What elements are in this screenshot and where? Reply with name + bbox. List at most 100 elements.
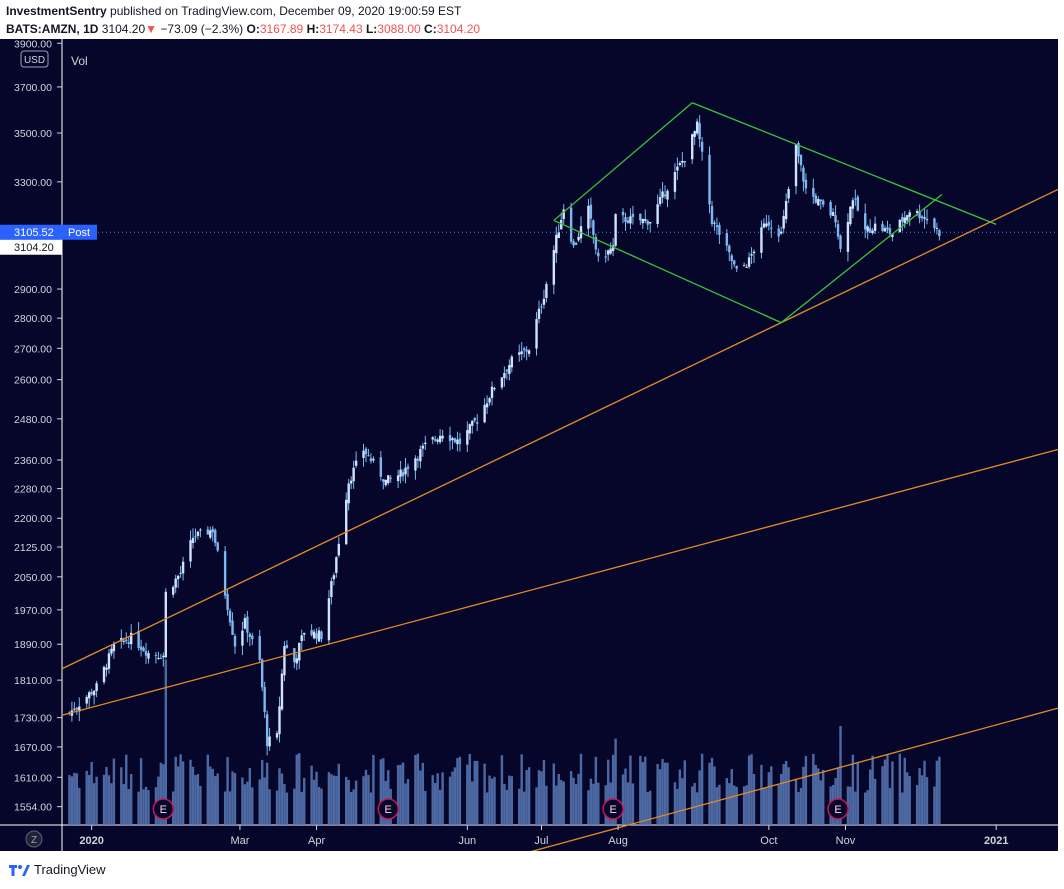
candle-body: [691, 134, 694, 160]
go-to-date-button[interactable]: Z: [25, 830, 43, 848]
last-price: 3104.20: [101, 22, 146, 36]
candle-body: [794, 144, 798, 187]
candle-body: [105, 667, 108, 670]
volume-bar: [864, 792, 867, 825]
x-tick-label: Jun: [458, 835, 476, 847]
candle-body: [419, 449, 422, 462]
plot-area[interactable]: [62, 39, 1058, 825]
candle-body: [604, 256, 607, 258]
volume-bar: [110, 783, 113, 825]
volume-bar: [223, 791, 227, 825]
volume-bar: [327, 772, 331, 825]
green-trendline: [780, 193, 943, 324]
price-chart[interactable]: E E E E 3900.00 3700.00 3500.00 3300.00 2900.00…: [0, 39, 1064, 851]
candle-body: [597, 252, 600, 257]
volume-bar: [159, 762, 163, 825]
candle-body: [767, 221, 771, 226]
volume-bar: [525, 770, 528, 825]
high-value: 3174.43: [319, 22, 363, 36]
candle-body: [416, 459, 420, 461]
volume-bar: [742, 786, 746, 825]
volume-bar: [787, 767, 790, 825]
candle-body: [142, 647, 145, 652]
candle-body: [194, 536, 197, 538]
candle-body: [574, 243, 578, 245]
volume-bar: [105, 766, 108, 825]
footer-brand[interactable]: TradingView: [34, 862, 106, 877]
candle-body: [742, 265, 746, 267]
volume-bar: [382, 758, 385, 825]
candle-body: [834, 215, 837, 223]
candle-body: [557, 232, 560, 239]
candle-body: [797, 143, 800, 157]
candle-body: [752, 251, 756, 254]
volume-bar: [485, 792, 489, 825]
currency-badge[interactable]: USD: [20, 50, 49, 68]
volume-bar: [784, 760, 788, 825]
x-tick-label: Mar: [230, 835, 249, 847]
volume-bar: [424, 790, 427, 825]
candle-body: [285, 645, 289, 648]
volume-bar: [448, 776, 452, 825]
volume-bar: [656, 764, 659, 825]
volume-bar: [814, 764, 817, 825]
volume-bar: [233, 773, 237, 825]
candle-body: [248, 633, 252, 637]
candle-body: [802, 167, 805, 182]
candle-body: [817, 199, 820, 206]
last-price-value: 3104.20: [14, 242, 54, 254]
volume-bar: [226, 756, 229, 825]
volume-bar: [866, 790, 869, 825]
candle-body: [396, 475, 400, 481]
publisher-name[interactable]: InvestmentSentry: [6, 4, 107, 18]
y-tick-label: 2900.00: [14, 284, 52, 296]
time-axis[interactable]: [0, 825, 1058, 851]
close-label: C:: [424, 22, 437, 36]
candle-body: [280, 673, 284, 710]
candle-body: [725, 233, 729, 246]
candle-body: [172, 587, 175, 595]
orange-trendline: [530, 707, 1059, 851]
volume-bar: [715, 787, 719, 825]
price-axis[interactable]: [0, 39, 62, 825]
candle-body: [782, 215, 785, 229]
candle-body: [404, 467, 407, 475]
volume-bar: [898, 753, 902, 825]
volume-bar: [243, 784, 247, 825]
candle-body: [728, 245, 731, 253]
volume-bar: [265, 762, 269, 825]
volume-bar: [330, 774, 333, 825]
candle-body: [673, 172, 677, 192]
volume-bar: [629, 755, 632, 825]
tradingview-logo-icon[interactable]: [8, 863, 30, 877]
currency-badge-label: USD: [24, 55, 45, 66]
symbol-label[interactable]: BATS:AMZN, 1D: [6, 22, 99, 36]
candle-body: [745, 266, 748, 268]
candle-body: [490, 386, 494, 398]
volume-bar: [804, 755, 808, 825]
candle-body: [258, 636, 261, 660]
volume-bar: [540, 771, 543, 825]
volume-bar: [522, 791, 526, 825]
y-tick-label: 2200.00: [14, 513, 52, 525]
candle-body: [265, 714, 269, 747]
candle-body: [886, 227, 889, 230]
candle-body: [345, 499, 348, 545]
candle-body: [713, 222, 716, 224]
candle-body: [881, 223, 884, 232]
trendlines[interactable]: [61, 102, 1059, 851]
volume-bar: [856, 762, 860, 825]
volume-bar: [362, 776, 365, 825]
candle-body: [799, 154, 803, 166]
candle-body: [456, 439, 459, 445]
candle-body: [154, 654, 158, 656]
candle-body: [839, 235, 842, 249]
candle-body: [925, 219, 929, 221]
volume-bar: [691, 786, 694, 825]
candle-body: [233, 635, 237, 647]
candle-body: [448, 435, 452, 441]
volume-bar: [505, 789, 509, 825]
candle-body: [915, 211, 919, 213]
candle-body: [159, 658, 163, 660]
